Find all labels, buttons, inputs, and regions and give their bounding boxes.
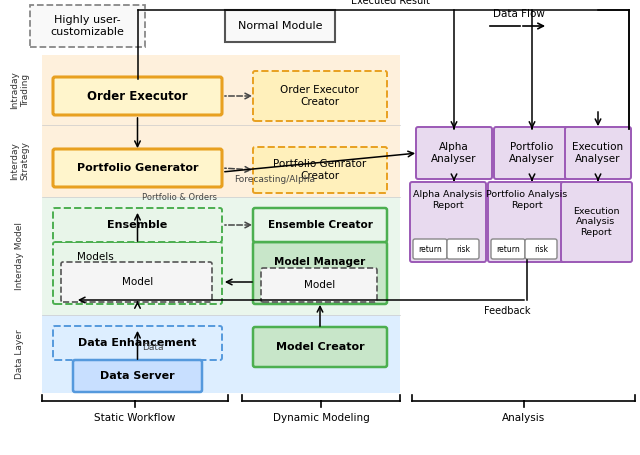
Text: Analysis: Analysis (502, 413, 545, 423)
Text: Model Manager: Model Manager (275, 257, 365, 267)
Text: Model Creator: Model Creator (276, 342, 364, 352)
Bar (30, 5, 145, 47)
Text: Portfolio
Analyser: Portfolio Analyser (509, 142, 555, 164)
FancyBboxPatch shape (416, 127, 492, 179)
FancyBboxPatch shape (447, 239, 479, 259)
Text: Order Executor: Order Executor (87, 90, 188, 102)
FancyBboxPatch shape (53, 77, 222, 115)
FancyBboxPatch shape (253, 327, 387, 367)
FancyBboxPatch shape (61, 262, 212, 302)
Text: Model: Model (305, 280, 335, 290)
Text: Portfolio Genrator
Creator: Portfolio Genrator Creator (273, 159, 367, 181)
Text: Interday Model: Interday Model (15, 222, 24, 290)
FancyBboxPatch shape (53, 208, 222, 242)
FancyBboxPatch shape (488, 182, 566, 262)
FancyBboxPatch shape (561, 182, 632, 262)
Text: risk: risk (456, 244, 470, 253)
Text: Ensemble Creator: Ensemble Creator (268, 220, 372, 230)
Text: Alpha Analysis
Report: Alpha Analysis Report (413, 190, 483, 210)
FancyBboxPatch shape (253, 242, 387, 304)
Text: Ensemble: Ensemble (108, 220, 168, 230)
FancyBboxPatch shape (253, 147, 387, 193)
Text: Data: Data (143, 344, 164, 353)
Text: Alpha
Analyser: Alpha Analyser (431, 142, 477, 164)
Bar (42, 55, 400, 125)
Text: Data Flow: Data Flow (493, 9, 545, 19)
Text: Interday
Strategy: Interday Strategy (10, 142, 29, 181)
Text: Models: Models (77, 252, 113, 262)
Text: Portfolio & Orders: Portfolio & Orders (141, 193, 216, 202)
FancyBboxPatch shape (253, 208, 387, 242)
FancyBboxPatch shape (53, 242, 222, 304)
Text: return: return (496, 244, 520, 253)
Text: Executed Result: Executed Result (351, 0, 429, 6)
Text: return: return (418, 244, 442, 253)
Text: Dynamic Modeling: Dynamic Modeling (273, 413, 369, 423)
Text: Data Layer: Data Layer (15, 329, 24, 379)
Text: Normal Module: Normal Module (237, 21, 323, 31)
FancyBboxPatch shape (565, 127, 631, 179)
FancyBboxPatch shape (525, 239, 557, 259)
FancyBboxPatch shape (261, 268, 377, 302)
Text: Execution
Analysis
Report: Execution Analysis Report (573, 207, 620, 237)
Bar (42, 125, 400, 197)
FancyBboxPatch shape (410, 182, 486, 262)
Bar (225, 10, 335, 42)
Text: Data Enhancement: Data Enhancement (78, 338, 196, 348)
Text: Highly user-
customizable: Highly user- customizable (50, 15, 124, 37)
Text: Portfolio Analysis
Report: Portfolio Analysis Report (486, 190, 568, 210)
Text: Portfolio Generator: Portfolio Generator (77, 163, 198, 173)
Bar (42, 197, 400, 315)
Text: Order Executor
Creator: Order Executor Creator (280, 85, 360, 107)
FancyBboxPatch shape (491, 239, 525, 259)
Text: Static Workflow: Static Workflow (94, 413, 176, 423)
Text: risk: risk (534, 244, 548, 253)
Bar (42, 315, 400, 393)
FancyBboxPatch shape (253, 71, 387, 121)
FancyBboxPatch shape (53, 326, 222, 360)
FancyBboxPatch shape (53, 149, 222, 187)
FancyBboxPatch shape (73, 360, 202, 392)
FancyBboxPatch shape (494, 127, 570, 179)
Text: Execution
Analyser: Execution Analyser (572, 142, 623, 164)
Text: Feedback: Feedback (484, 306, 531, 316)
Text: Data Server: Data Server (100, 371, 175, 381)
Text: Model: Model (122, 277, 153, 287)
Text: Forecasting/Alpha: Forecasting/Alpha (234, 175, 316, 183)
FancyBboxPatch shape (413, 239, 447, 259)
Text: Intraday
Trading: Intraday Trading (10, 71, 29, 109)
